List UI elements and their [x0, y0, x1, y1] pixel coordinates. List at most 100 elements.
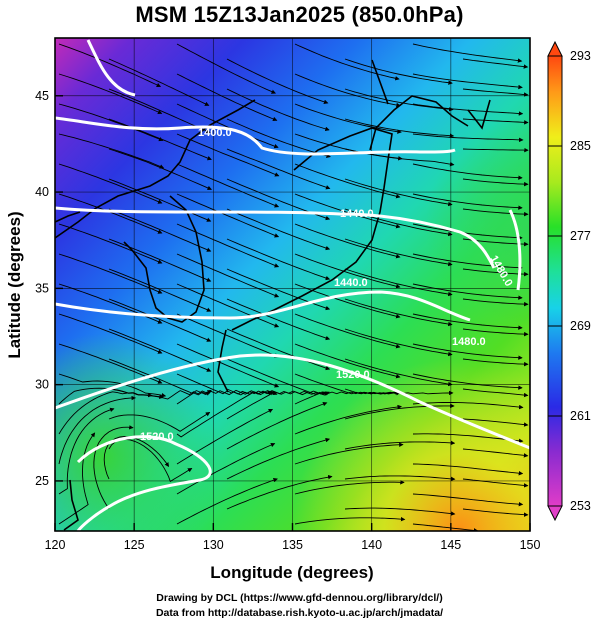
streamline: [344, 58, 453, 85]
credit-drawing: Drawing by DCL (https://www.gfd-dennou.o…: [156, 592, 443, 604]
streamline: [176, 133, 280, 177]
streamline: [294, 73, 401, 108]
streamline: [412, 193, 523, 210]
streamline: [58, 395, 137, 465]
streamline: [176, 103, 279, 149]
x-axis-ticks: 120 125 130 135 140 145 150: [45, 523, 541, 552]
x-tick-label: 135: [282, 538, 303, 552]
colorbar-scale: [547, 55, 563, 507]
streamline: [294, 313, 401, 349]
streamline: [58, 223, 163, 264]
streamline: [462, 147, 529, 153]
streamline: [344, 178, 453, 207]
streamline: [294, 193, 401, 229]
streamline: [462, 328, 529, 337]
streamline: [176, 408, 274, 465]
streamline: [294, 223, 401, 259]
contour-label-3: 1440.0: [334, 277, 368, 289]
streamline: [108, 58, 210, 106]
streamline: [108, 148, 212, 190]
streamline: [344, 268, 453, 297]
streamline: [344, 298, 453, 327]
streamline: [294, 343, 401, 379]
streamline: [412, 313, 523, 330]
streamline: [226, 401, 328, 450]
x-tick-label: 145: [440, 538, 461, 552]
streamline: [176, 343, 280, 388]
streamline: [412, 283, 523, 300]
streamline: [58, 253, 163, 294]
x-tick-label: 150: [520, 538, 541, 552]
streamline: [294, 373, 401, 396]
streamline: [226, 208, 331, 251]
contour-label-5: 1480.0: [452, 336, 486, 348]
credit-data-source: Data from http://database.rish.kyoto-u.a…: [155, 607, 444, 619]
streamline: [344, 118, 455, 138]
streamline: [412, 223, 523, 240]
streamline: [344, 475, 456, 482]
y-tick-label: 30: [35, 378, 49, 392]
streamline: [58, 133, 165, 169]
streamline: [412, 373, 523, 390]
streamline: [176, 193, 280, 238]
streamline: [226, 118, 331, 158]
map-plot-area: 1400.0 1440.0 1440.0 1480.0 1480.0 1520.…: [55, 38, 530, 531]
streamline: [108, 411, 211, 432]
streamline: [176, 313, 280, 358]
streamline: [462, 418, 529, 427]
streamline: [412, 343, 523, 360]
streamline: [176, 253, 280, 298]
x-tick-label: 140: [361, 538, 382, 552]
colorbar-label: 293: [570, 49, 591, 63]
streamline: [58, 73, 163, 115]
colorbar: 293 285 277 269 261 253: [547, 40, 591, 522]
streamline: [108, 268, 212, 312]
streamline: [226, 58, 329, 104]
streamline: [108, 358, 211, 396]
streamline: [462, 508, 529, 517]
streamline: [462, 178, 529, 187]
streamline: [58, 163, 163, 204]
streamline: [412, 253, 523, 270]
streamline: [294, 43, 400, 81]
colorbar-label: 269: [570, 319, 591, 333]
y-tick-label: 45: [35, 89, 49, 103]
streamline: [226, 238, 331, 281]
map-title: MSM 15Z13Jan2025 (850.0hPa): [135, 2, 464, 27]
streamline: [412, 73, 523, 90]
streamline: [58, 432, 96, 525]
streamline: [58, 343, 163, 384]
colorbar-bottom-triangle: [547, 505, 563, 522]
streamline: [462, 358, 529, 367]
streamline: [176, 283, 280, 328]
streamline: [412, 523, 479, 531]
x-tick-label: 130: [203, 538, 224, 552]
streamline: [344, 238, 453, 267]
streamline: [412, 133, 524, 143]
colorbar-label: 285: [570, 139, 591, 153]
streamline: [412, 493, 524, 507]
contour-label-2: 1440.0: [340, 208, 374, 220]
streamline: [462, 58, 529, 69]
colorbar-label: 261: [570, 409, 591, 423]
colorbar-top-triangle: [547, 40, 563, 57]
streamline: [226, 358, 330, 396]
y-tick-label: 40: [35, 185, 49, 199]
streamline: [294, 516, 406, 525]
streamline: [226, 88, 330, 132]
streamline: [462, 268, 529, 277]
streamline: [58, 103, 164, 142]
streamline: [58, 373, 167, 398]
streamline: [412, 463, 524, 476]
colorbar-label: 277: [570, 229, 591, 243]
streamline: [58, 43, 162, 87]
streamline: [294, 103, 402, 134]
streamline: [108, 298, 212, 342]
streamline: [462, 388, 529, 398]
streamline: [93, 425, 134, 510]
streamline: [176, 390, 275, 405]
streamline: [108, 178, 212, 222]
colorbar-label: 253: [570, 499, 591, 513]
x-axis-label: Longitude (degrees): [210, 563, 373, 582]
streamline: [344, 507, 456, 516]
